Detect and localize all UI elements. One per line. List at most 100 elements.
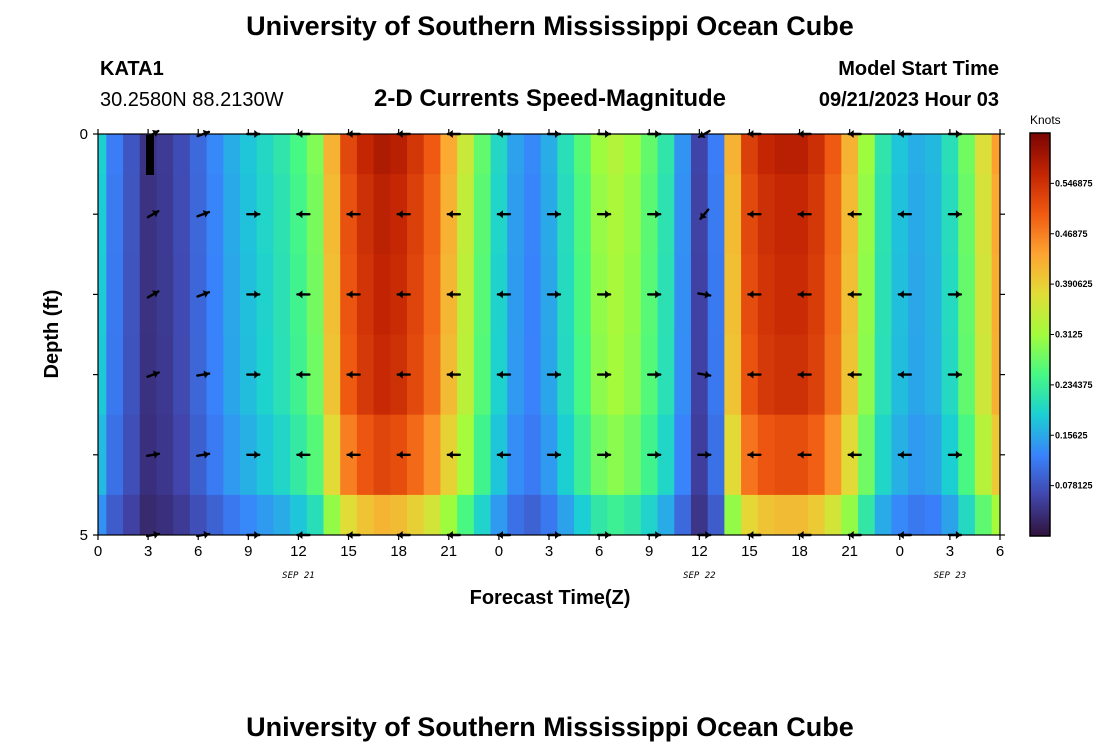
- vector-arrow: [446, 210, 461, 219]
- heatmap-cell: [574, 334, 592, 416]
- x-axis-label: Forecast Time(Z): [470, 587, 631, 609]
- date-label: SEP 22: [683, 571, 716, 581]
- vector-arrow: [296, 210, 311, 219]
- heatmap-cell: [974, 334, 993, 416]
- vector-arrow: [396, 290, 411, 299]
- vector-head: [748, 450, 754, 459]
- vector-arrow: [596, 450, 612, 459]
- heatmap-cell: [674, 174, 692, 255]
- x-axis-ticks: 0 3 6 9 12 15 18 21 0 3 6 9 12 15 18 21 0 3 6: [94, 129, 1004, 560]
- vector-arrow: [647, 450, 662, 459]
- heatmap-cell: [724, 494, 742, 535]
- heatmap-cell: [657, 174, 675, 255]
- heatmap-cell: [523, 174, 542, 255]
- vector-arrow: [496, 210, 512, 219]
- vector-head: [798, 210, 804, 219]
- heatmap-cell: [373, 414, 391, 496]
- heatmap-cell: [173, 494, 191, 535]
- vector-arrow: [446, 370, 461, 379]
- heatmap-cell: [373, 494, 391, 535]
- heatmap-cell: [306, 174, 325, 255]
- colorbar: [1029, 132, 1051, 537]
- heatmap-cell: [206, 494, 224, 535]
- heatmap-cell: [356, 334, 375, 416]
- vector-head: [203, 370, 210, 379]
- vector-arrow: [847, 290, 862, 299]
- heatmap-cell: [624, 334, 642, 416]
- heatmap-cell: [98, 414, 107, 496]
- vector-head: [297, 210, 303, 219]
- vector-head: [955, 290, 961, 299]
- colorbar-unit: Knots: [1030, 113, 1061, 127]
- page-title-bottom: University of Southern Mississippi Ocean…: [246, 712, 854, 742]
- x-tick-label: 3: [545, 543, 553, 560]
- heatmap-cell: [841, 134, 859, 175]
- model-start-time: 09/21/2023 Hour 03: [819, 89, 999, 111]
- heatmap-cell: [640, 494, 659, 535]
- heatmap-cell: [741, 494, 759, 535]
- heatmap-cell: [674, 334, 692, 416]
- heatmap-cell: [507, 254, 525, 336]
- heatmap-cell: [774, 134, 792, 175]
- heatmap-cell: [407, 494, 425, 535]
- heatmap-cell: [774, 334, 792, 416]
- vector-arrow: [697, 370, 712, 379]
- heatmap-cell: [540, 494, 558, 535]
- heatmap-cell: [724, 254, 742, 336]
- heatmap-cell: [674, 134, 692, 175]
- vector-head: [798, 370, 804, 379]
- heatmap-cell: [156, 494, 174, 535]
- date-label: SEP 23: [934, 571, 967, 581]
- heatmap-cell: [98, 174, 107, 255]
- station-id: KATA1: [100, 58, 164, 80]
- vector-head: [798, 450, 804, 459]
- heatmap-cell: [941, 494, 959, 535]
- vector-head: [898, 290, 904, 299]
- heatmap-cell: [724, 334, 742, 416]
- vector-arrow: [897, 450, 912, 459]
- heatmap-cell: [173, 134, 191, 175]
- heatmap-cell: [958, 494, 976, 535]
- heatmap-cell: [707, 134, 725, 175]
- vector-head: [655, 450, 661, 459]
- date-label: SEP 21: [282, 571, 315, 581]
- vector-arrow: [246, 370, 261, 379]
- heatmap-cell: [223, 254, 241, 336]
- vector-head: [347, 370, 353, 379]
- heatmap-cell: [139, 494, 158, 535]
- vector-arrow: [496, 370, 512, 379]
- heatmap-cell: [123, 254, 141, 336]
- x-tick-label: 18: [390, 543, 407, 560]
- heatmap-cell: [223, 174, 241, 255]
- heatmap-cell: [98, 334, 107, 416]
- vector-arrow: [246, 210, 261, 219]
- vector-arrow: [897, 210, 912, 219]
- heatmap-cell: [974, 174, 993, 255]
- vector-arrow: [146, 209, 160, 219]
- heatmap-cell: [273, 134, 291, 175]
- heatmap-cell: [457, 174, 475, 255]
- heatmap-cell: [858, 334, 876, 416]
- heatmap-cell: [657, 134, 675, 175]
- heatmap-cell: [824, 334, 842, 416]
- x-tick-label: 3: [144, 543, 152, 560]
- heatmap-cell: [991, 494, 1000, 535]
- vector-arrow: [596, 370, 612, 379]
- vector-arrow: [699, 208, 710, 221]
- heatmap-cell: [206, 174, 224, 255]
- heatmap-cell: [423, 494, 442, 535]
- heatmap-cell: [290, 494, 308, 535]
- vector-arrow: [196, 290, 211, 298]
- x-tick-label: 12: [290, 543, 307, 560]
- heatmap-cell: [690, 174, 709, 255]
- vector-head: [898, 370, 904, 379]
- heatmap-cell: [757, 414, 776, 496]
- heatmap-cell: [407, 174, 425, 255]
- vector-arrow: [246, 450, 261, 459]
- station-coords: 30.2580N 88.2130W: [100, 89, 284, 111]
- heatmap-cell: [807, 334, 826, 416]
- heatmap-cell: [273, 414, 291, 496]
- vector-head: [655, 370, 661, 379]
- vector-head: [555, 210, 560, 219]
- heatmap-cell: [323, 494, 341, 535]
